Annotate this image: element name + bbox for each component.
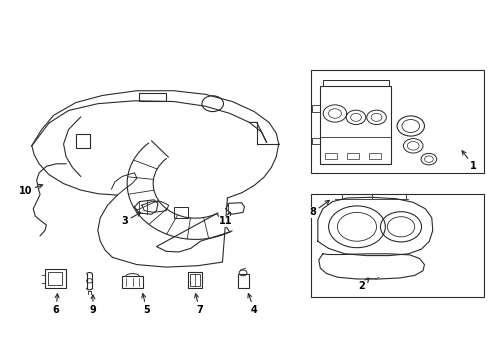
Text: 2: 2 [358, 278, 368, 291]
Bar [122, 276, 142, 288]
Bar [325, 153, 337, 159]
Text: 4: 4 [247, 293, 257, 315]
Bar [368, 153, 381, 159]
Bar [189, 274, 200, 286]
Text: 3: 3 [121, 212, 141, 226]
Bar [310, 70, 483, 173]
Text: 5: 5 [142, 294, 150, 315]
Bar [187, 272, 202, 288]
Text: 1: 1 [461, 151, 476, 171]
Bar [173, 207, 188, 218]
Bar [320, 86, 390, 164]
Bar [312, 138, 320, 144]
Text: 9: 9 [89, 295, 96, 315]
Bar [312, 105, 320, 112]
Text: 8: 8 [309, 201, 328, 217]
Text: 11: 11 [219, 212, 232, 226]
Bar [322, 80, 388, 86]
Bar [139, 93, 166, 101]
Bar [48, 272, 62, 285]
Bar [238, 274, 248, 288]
Text: 7: 7 [194, 294, 203, 315]
Bar [310, 194, 483, 297]
Bar [76, 134, 90, 148]
Bar [346, 153, 359, 159]
Text: 6: 6 [53, 294, 60, 315]
Text: 10: 10 [19, 184, 42, 196]
